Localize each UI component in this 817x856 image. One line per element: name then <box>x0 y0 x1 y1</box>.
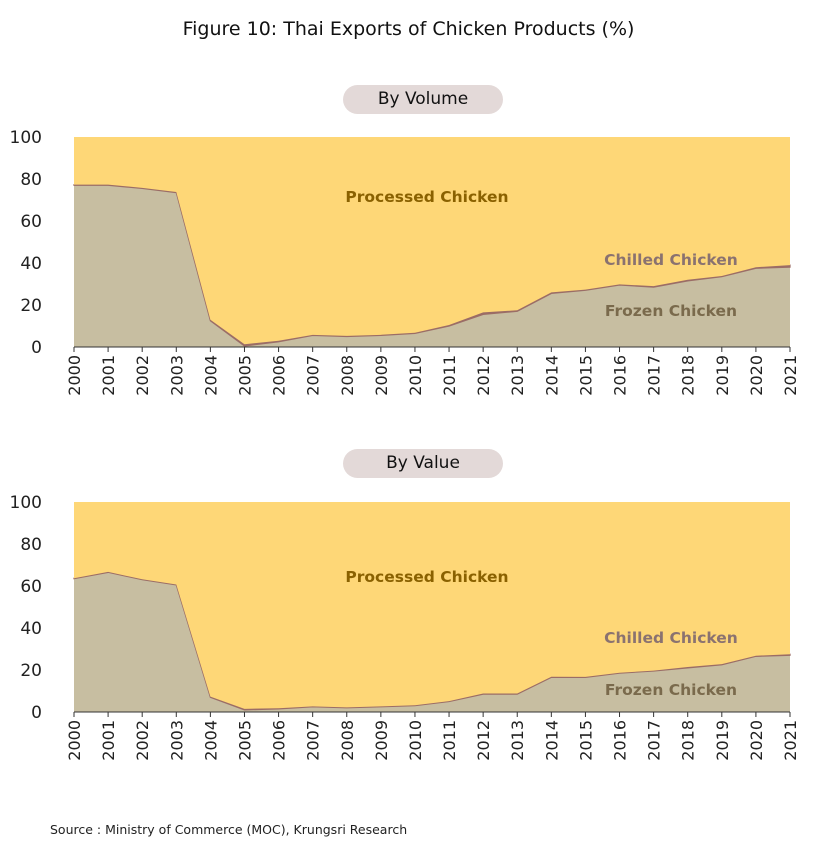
x-tick-label: 2003 <box>167 355 186 396</box>
y-tick-label: 100 <box>10 128 42 148</box>
x-tick-label: 2000 <box>65 355 84 396</box>
y-tick-label: 100 <box>10 493 42 513</box>
value-chart: 0 20 40 60 80 100 2000 2001 2002 2003 2004 2005 2006… <box>0 490 817 780</box>
series-label-chilled-chicken: Chilled Chicken <box>604 251 738 269</box>
x-tick-label: 2021 <box>781 355 800 396</box>
x-tick-label: 2003 <box>167 720 186 761</box>
x-tick-label: 2002 <box>133 720 152 761</box>
x-tick-label: 2019 <box>713 720 732 761</box>
volume-panel-title: By Volume <box>343 85 503 114</box>
source-note: Source : Ministry of Commerce (MOC), Kru… <box>50 822 408 837</box>
x-tick-label: 2005 <box>235 355 254 396</box>
y-tick-label: 80 <box>20 535 42 555</box>
y-tick-label: 20 <box>20 661 42 681</box>
x-tick-label: 2012 <box>474 720 493 761</box>
x-tick-label: 2020 <box>747 720 766 761</box>
area-processed-chicken <box>74 502 790 709</box>
x-tick-label: 2018 <box>679 355 698 396</box>
y-tick-label: 40 <box>20 619 42 639</box>
x-tick-label: 2020 <box>747 355 766 396</box>
x-tick-label: 2016 <box>611 355 630 396</box>
x-tick-label: 2013 <box>508 720 527 761</box>
x-tick-label: 2000 <box>65 720 84 761</box>
x-tick-label: 2021 <box>781 720 800 761</box>
series-label-frozen-chicken: Frozen Chicken <box>605 681 737 699</box>
area-frozen-chicken <box>74 185 790 347</box>
x-tick-label: 2018 <box>679 720 698 761</box>
figure-title: Figure 10: Thai Exports of Chicken Produ… <box>182 18 635 40</box>
value-chart-svg: 0 20 40 60 80 100 2000 2001 2002 2003 2004 2005 2006… <box>10 493 800 761</box>
y-tick-label: 60 <box>20 577 42 597</box>
y-tick-label: 60 <box>20 212 42 232</box>
x-tick-label: 2010 <box>406 355 425 396</box>
x-tick-label: 2006 <box>270 720 289 761</box>
x-tick-label: 2009 <box>372 720 391 761</box>
y-tick-label: 20 <box>20 296 42 316</box>
x-tick-label: 2011 <box>440 355 459 396</box>
x-tick-label: 2014 <box>542 720 561 761</box>
x-tick-label: 2017 <box>645 720 664 761</box>
x-tick-label: 2016 <box>611 720 630 761</box>
x-tick-label: 2006 <box>270 355 289 396</box>
x-tick-label: 2007 <box>304 720 323 761</box>
x-tick-label: 2010 <box>406 720 425 761</box>
x-tick-label: 2004 <box>201 720 220 761</box>
y-tick-label: 80 <box>20 170 42 190</box>
x-tick-label: 2019 <box>713 355 732 396</box>
x-tick-label: 2005 <box>235 720 254 761</box>
y-tick-label: 0 <box>31 338 42 358</box>
area-frozen-chicken <box>74 572 790 712</box>
x-tick-label: 2007 <box>304 355 323 396</box>
x-tick-label: 2015 <box>576 355 595 396</box>
x-tick-label: 2004 <box>201 355 220 396</box>
series-label-processed-chicken: Processed Chicken <box>345 568 508 586</box>
x-tick-label: 2008 <box>338 720 357 761</box>
area-processed-chicken <box>74 137 790 345</box>
volume-chart-svg: 0 20 40 60 80 100 2000 2001 2002 2003 2004 2005 2006… <box>10 128 800 396</box>
x-tick-label: 2015 <box>576 720 595 761</box>
x-tick-label: 2001 <box>99 720 118 761</box>
y-tick-label: 40 <box>20 254 42 274</box>
volume-chart: 0 20 40 60 80 100 2000 2001 2002 2003 2004 2005 2006… <box>0 125 817 415</box>
x-tick-label: 2002 <box>133 355 152 396</box>
x-tick-label: 2001 <box>99 355 118 396</box>
x-tick-label: 2009 <box>372 355 391 396</box>
x-tick-label: 2013 <box>508 355 527 396</box>
y-tick-label: 0 <box>31 703 42 723</box>
x-tick-label: 2014 <box>542 355 561 396</box>
x-tick-label: 2008 <box>338 355 357 396</box>
x-tick-label: 2011 <box>440 720 459 761</box>
x-tick-label: 2017 <box>645 355 664 396</box>
series-label-processed-chicken: Processed Chicken <box>345 188 508 206</box>
series-label-frozen-chicken: Frozen Chicken <box>605 302 737 320</box>
area-chilled-chicken <box>73 184 791 347</box>
x-tick-label: 2012 <box>474 355 493 396</box>
value-panel-title: By Value <box>343 449 503 478</box>
series-label-chilled-chicken: Chilled Chicken <box>604 629 738 647</box>
